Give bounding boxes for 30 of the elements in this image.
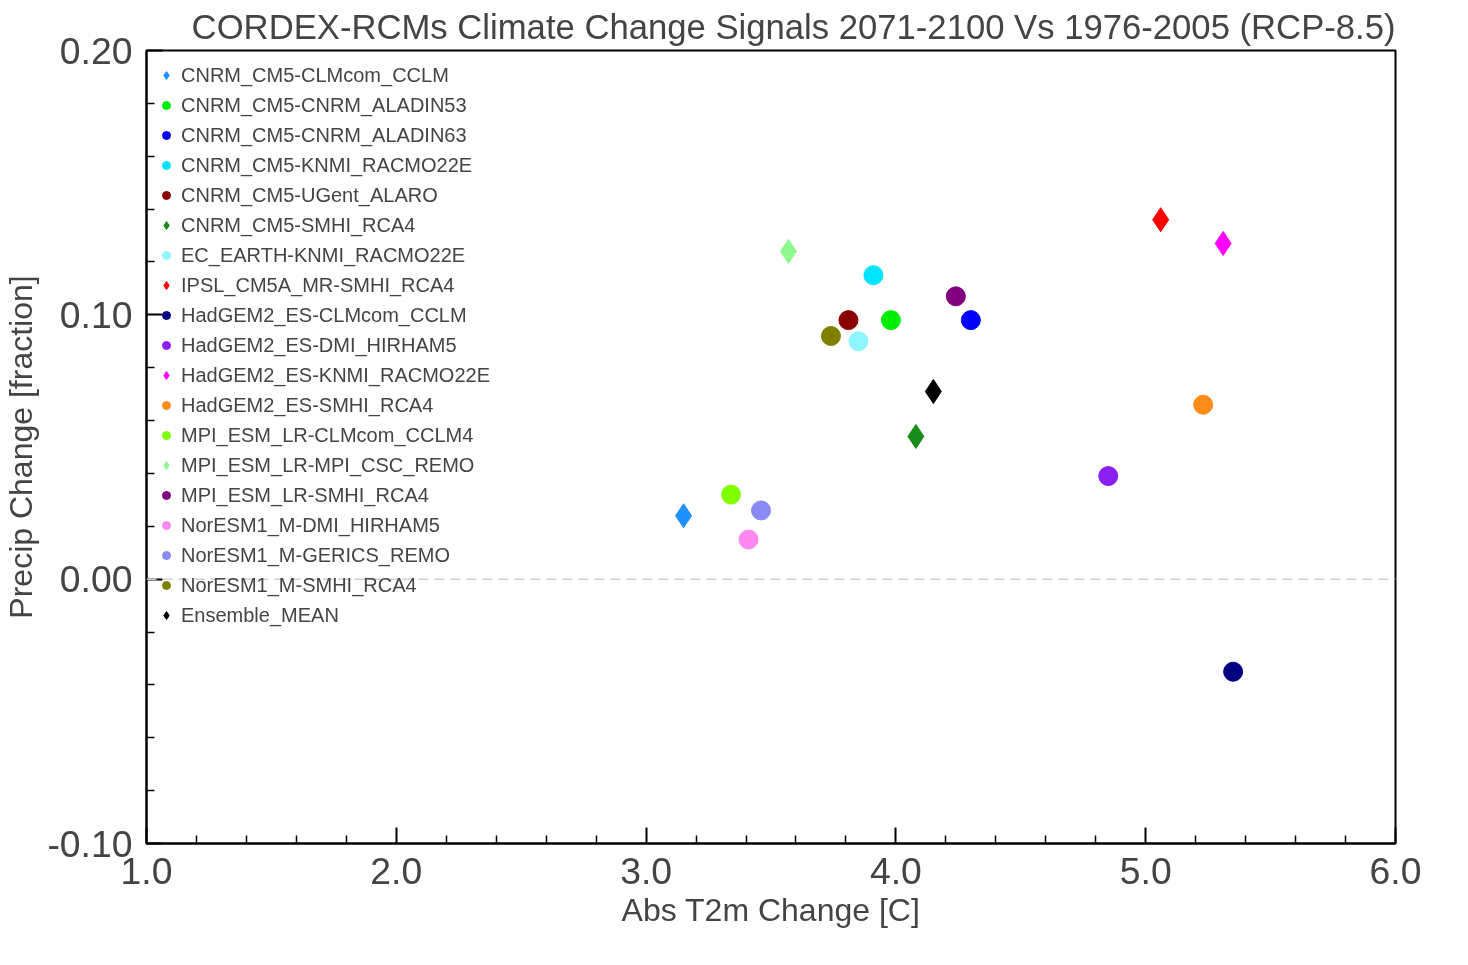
legend-label: MPI_ESM_LR-CLMcom_CCLM4: [181, 422, 474, 449]
y-axis-title: Precip Change [fraction]: [3, 275, 40, 619]
legend-label: CNRM_CM5-SMHI_RCA4: [181, 212, 416, 239]
legend-label: HadGEM2_ES-DMI_HIRHAM5: [181, 332, 457, 359]
legend-label: CNRM_CM5-CNRM_ALADIN63: [181, 122, 467, 149]
legend-label: HadGEM2_ES-SMHI_RCA4: [181, 392, 434, 419]
legend-label: NorESM1_M-DMI_HIRHAM5: [181, 512, 440, 539]
legend-label: HadGEM2_ES-CLMcom_CCLM: [181, 302, 467, 329]
legend-label: NorESM1_M-GERICS_REMO: [181, 542, 450, 569]
legend-label: CNRM_CM5-UGent_ALARO: [181, 182, 438, 209]
x-axis-title: Abs T2m Change [C]: [621, 891, 920, 928]
y-tick-label: 0.00: [59, 558, 133, 601]
legend-label: CNRM_CM5-KNMI_RACMO22E: [181, 152, 473, 179]
x-tick-label: 2.0: [370, 849, 423, 892]
legend-label: CNRM_CM5-CLMcom_CCLM: [181, 62, 449, 89]
legend-label: IPSL_CM5A_MR-SMHI_RCA4: [181, 272, 455, 299]
legend-label: Ensemble_MEAN: [181, 602, 339, 629]
x-tick-label: 4.0: [869, 849, 922, 892]
legend-label: EC_EARTH-KNMI_RACMO22E: [181, 242, 466, 269]
y-tick-label: 0.10: [59, 293, 133, 336]
legend-label: HadGEM2_ES-KNMI_RACMO22E: [181, 362, 490, 389]
legend-label: MPI_ESM_LR-MPI_CSC_REMO: [181, 452, 475, 479]
legend-label: CNRM_CM5-CNRM_ALADIN53: [181, 92, 467, 119]
x-tick-label: 5.0: [1119, 849, 1172, 892]
legend-label: NorESM1_M-SMHI_RCA4: [181, 572, 417, 599]
legend-label: MPI_ESM_LR-SMHI_RCA4: [181, 482, 429, 509]
chart-title: CORDEX-RCMs Climate Change Signals 2071-2100 Vs 1976-2005 (RCP-8.5): [191, 7, 1396, 46]
x-tick-label: 3.0: [620, 849, 673, 892]
x-tick-label: 6.0: [1369, 849, 1422, 892]
y-tick-label: 0.20: [59, 29, 133, 72]
